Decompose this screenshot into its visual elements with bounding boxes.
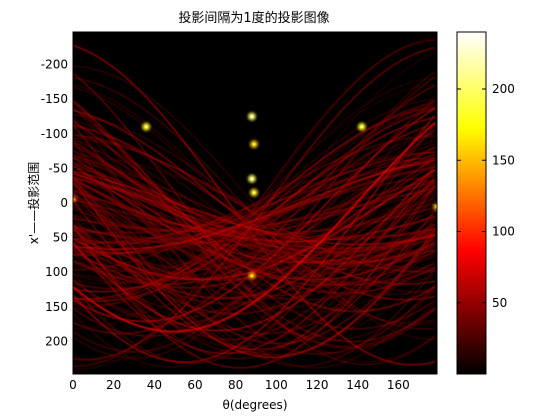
sinogram-curve <box>73 106 436 300</box>
colorbar-gradient <box>457 32 486 374</box>
colorbar-tick-label: 200 <box>492 82 515 96</box>
y-tick-label: -200 <box>41 58 68 72</box>
bright-spot-core <box>250 115 254 118</box>
sinogram-curve <box>73 155 436 254</box>
sinogram-curve <box>73 135 436 272</box>
sinogram-curve <box>73 72 436 365</box>
x-tick-label: 80 <box>228 378 243 392</box>
y-axis-ticks: -200 -150 -100 -50 0 50 100 150 200 <box>41 58 437 348</box>
x-tick-label: 0 <box>69 378 77 392</box>
sinogram-curve <box>73 124 436 355</box>
sinogram-curve <box>73 52 436 362</box>
sinogram-curve <box>73 180 436 309</box>
sinogram-curve <box>73 191 436 246</box>
bright-spot-core <box>144 125 148 129</box>
sinogram-curve <box>73 76 436 353</box>
sinogram-curve <box>73 119 436 341</box>
sinogram-curve <box>73 175 436 234</box>
sinogram-curve <box>73 177 436 238</box>
y-tick-label: 50 <box>53 231 68 245</box>
y-tick-label: 100 <box>45 265 68 279</box>
x-tick-label: 40 <box>147 378 162 392</box>
sinogram-curve <box>73 177 436 272</box>
sinogram-curve <box>73 176 436 357</box>
x-tick-label: 120 <box>306 378 329 392</box>
sinogram-curve <box>73 96 436 368</box>
sinogram-curve <box>73 183 436 360</box>
sinogram-curve <box>73 107 436 330</box>
x-tick-label: 60 <box>187 378 202 392</box>
sinogram-curve <box>73 178 436 300</box>
sinogram-curve <box>73 157 436 249</box>
sinogram-curve <box>73 186 436 325</box>
x-tick-label: 160 <box>387 378 410 392</box>
bright-spot <box>73 195 77 204</box>
y-tick-label: 200 <box>45 334 68 348</box>
sinogram-curve <box>73 123 436 369</box>
colorbar-tick-label: 150 <box>492 153 515 167</box>
x-axis-label: θ(degrees) <box>222 398 287 412</box>
bright-spot-core <box>252 191 256 195</box>
heatmap-bright-spots <box>73 112 437 280</box>
sinogram-curve <box>73 200 436 350</box>
heatmap-curves <box>73 37 436 370</box>
colorbar-tick-label: 100 <box>492 225 515 239</box>
sinogram-curve <box>73 123 436 290</box>
sinogram-curve <box>73 154 436 252</box>
sinogram-curve <box>73 154 436 267</box>
sinogram-curve <box>73 106 436 354</box>
colorbar: 50 100 150 200 <box>456 31 515 375</box>
y-axis-label: x'——投影范围 <box>26 162 41 244</box>
x-tick-label: 140 <box>346 378 369 392</box>
sinogram-curve <box>73 102 436 347</box>
chart-title: 投影间隔为1度的投影图像 <box>178 10 329 26</box>
colorbar-frame <box>456 31 487 375</box>
x-axis-ticks: 0 20 40 60 80 100 120 140 160 <box>69 32 410 392</box>
y-tick-label: -100 <box>41 127 68 141</box>
sinogram-curve <box>73 155 436 257</box>
y-tick-label: -50 <box>48 161 68 175</box>
y-tick-label: 0 <box>60 196 68 210</box>
sinogram-curve <box>73 47 436 361</box>
sinogram-curve <box>73 154 436 313</box>
sinogram-curve <box>73 181 436 260</box>
sinogram-curve <box>73 165 436 332</box>
bright-spot <box>433 202 437 211</box>
bright-spot-core <box>250 274 254 278</box>
x-tick-label: 100 <box>265 378 288 392</box>
heatmap-plot <box>72 31 438 375</box>
sinogram-curve <box>73 65 436 341</box>
y-tick-label: -150 <box>41 92 68 106</box>
bright-spot-core <box>252 142 256 146</box>
sinogram-curve <box>73 175 436 256</box>
sinogram-curve <box>73 99 436 316</box>
bright-spot-core <box>250 177 254 181</box>
sinogram-curve <box>73 170 436 245</box>
sinogram-curve <box>73 179 436 267</box>
sinogram-curve <box>73 122 436 332</box>
x-tick-label: 20 <box>106 378 121 392</box>
colorbar-ticks: 50 100 150 200 <box>457 82 515 310</box>
sinogram-curve <box>73 165 436 281</box>
sinogram-curve <box>73 157 436 254</box>
sinogram-curve <box>73 137 436 269</box>
sinogram-curve <box>73 169 436 281</box>
y-tick-label: 150 <box>45 300 68 314</box>
sinogram-curve <box>73 132 436 284</box>
bright-spot-core <box>360 125 364 129</box>
sinogram-curve <box>73 170 436 290</box>
colorbar-tick-label: 50 <box>492 296 507 310</box>
